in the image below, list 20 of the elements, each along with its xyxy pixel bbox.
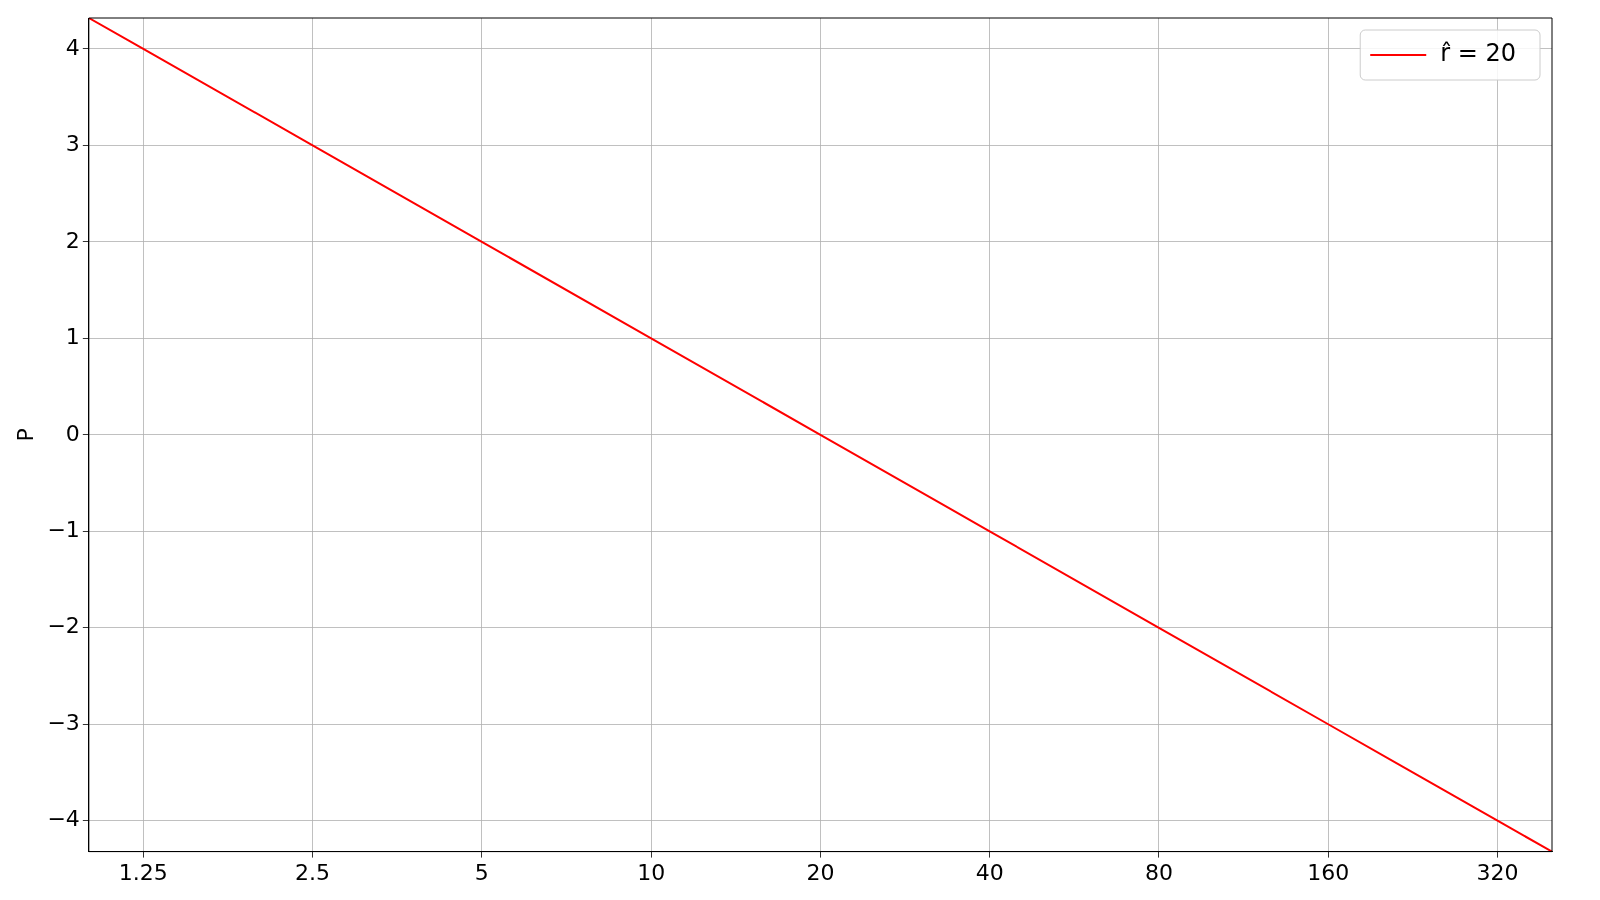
x-tick-label: 20 bbox=[806, 859, 835, 885]
x-tick-label: 320 bbox=[1476, 859, 1519, 885]
y-tick-label: −1 bbox=[47, 517, 80, 542]
x-tick-label: 10 bbox=[637, 859, 666, 885]
y-tick-label: −3 bbox=[47, 709, 80, 735]
x-tick-label: 2.5 bbox=[295, 859, 331, 885]
y-tick-label: 4 bbox=[65, 34, 80, 60]
y-tick-label: 0 bbox=[65, 420, 80, 446]
x-tick-label: 160 bbox=[1307, 859, 1350, 885]
x-tick-label: 40 bbox=[975, 859, 1004, 885]
legend-label: r̂ = 20 bbox=[1440, 39, 1517, 68]
y-tick-label: 2 bbox=[65, 227, 80, 253]
y-axis-title: P bbox=[12, 428, 38, 442]
y-tick-label: 1 bbox=[65, 324, 80, 350]
x-tick-label: 1.25 bbox=[118, 859, 168, 885]
y-tick-label: −4 bbox=[47, 806, 80, 832]
y-tick-label: 3 bbox=[65, 131, 80, 157]
y-tick-label: −2 bbox=[47, 613, 80, 639]
x-tick-label: 5 bbox=[474, 859, 489, 885]
x-tick-label: 80 bbox=[1144, 859, 1173, 885]
